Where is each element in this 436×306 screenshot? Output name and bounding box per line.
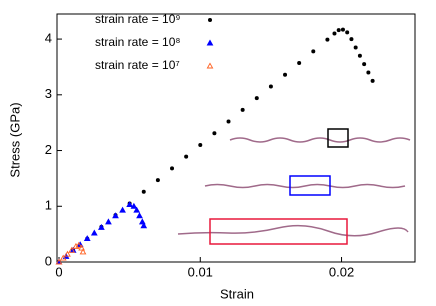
point <box>90 229 98 236</box>
legend-marker <box>208 18 212 22</box>
point <box>340 27 345 32</box>
point <box>332 31 337 36</box>
point <box>55 258 63 265</box>
point <box>141 189 146 194</box>
point <box>105 218 112 225</box>
inset-box <box>327 128 349 148</box>
point <box>212 131 217 136</box>
legend-label: strain rate = 10⁸ <box>95 35 180 49</box>
point <box>254 96 259 101</box>
point <box>362 62 367 67</box>
y-tick-label: 3 <box>45 86 52 101</box>
point <box>198 142 203 147</box>
x-tick-label: 0.01 <box>188 264 213 279</box>
point <box>268 84 273 89</box>
point <box>83 235 91 242</box>
point <box>170 166 175 171</box>
x-axis-title: Strain <box>220 286 254 301</box>
point <box>79 248 87 255</box>
point <box>136 212 143 219</box>
y-tick-label: 0 <box>45 253 52 268</box>
point <box>336 28 341 33</box>
point <box>155 178 160 183</box>
point <box>345 30 350 35</box>
point <box>366 70 371 75</box>
point <box>133 206 141 213</box>
y-tick-label: 2 <box>45 142 52 157</box>
point <box>357 53 362 58</box>
inset-strand <box>177 224 409 237</box>
point <box>226 119 231 124</box>
point <box>240 107 245 112</box>
legend-marker <box>206 39 214 46</box>
point <box>78 244 85 251</box>
point <box>140 222 148 229</box>
point <box>349 37 354 42</box>
inset-strand <box>229 137 411 143</box>
plot-frame <box>56 13 416 263</box>
point <box>297 61 302 66</box>
point <box>126 201 134 208</box>
legend-label: strain rate = 10⁷ <box>95 58 180 72</box>
point <box>353 45 358 50</box>
inset-strand <box>204 183 406 189</box>
point <box>325 37 330 42</box>
point <box>98 223 105 230</box>
point <box>119 206 126 213</box>
x-tick-label: 0.02 <box>329 264 354 279</box>
y-axis-title: Stress (GPa) <box>7 102 22 177</box>
legend-marker <box>206 62 214 69</box>
point <box>283 72 288 77</box>
y-tick-label: 4 <box>45 31 52 46</box>
insets <box>177 128 411 245</box>
inset-box <box>289 175 331 196</box>
y-tick-label: 1 <box>45 198 52 213</box>
point <box>75 241 83 248</box>
point <box>68 246 76 253</box>
point <box>370 78 375 83</box>
point <box>64 250 71 257</box>
inset-box <box>209 218 348 245</box>
point <box>130 202 138 209</box>
point <box>311 49 316 54</box>
point <box>112 212 119 219</box>
legend-label: strain rate = 10⁹ <box>95 12 181 26</box>
point <box>59 254 67 261</box>
point <box>184 154 189 159</box>
x-tick-label: 0 <box>55 264 62 279</box>
